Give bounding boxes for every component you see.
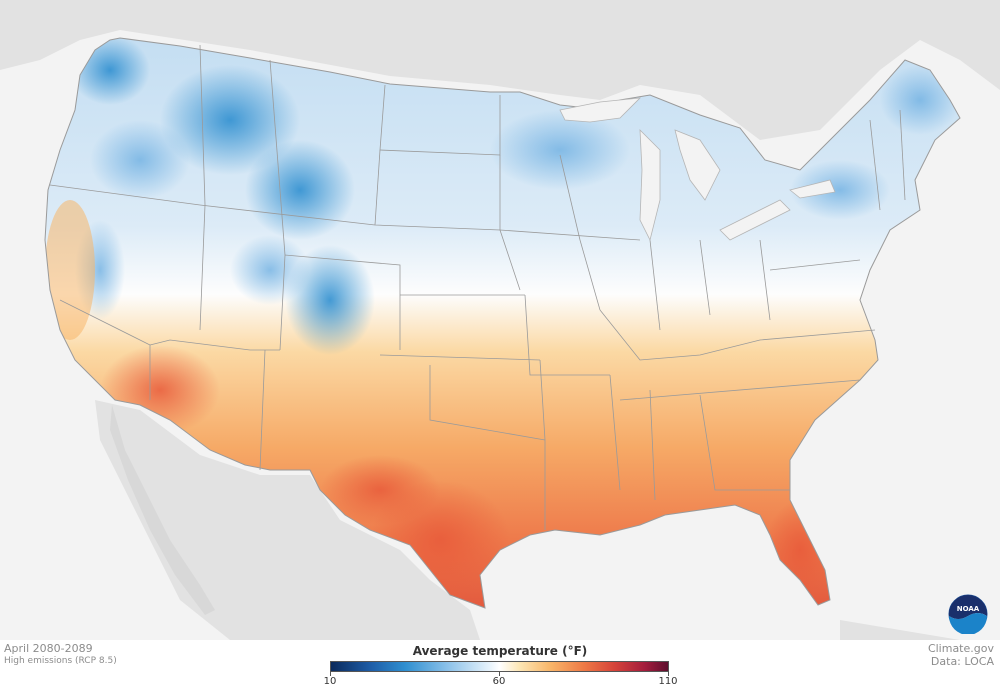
temperature-anomaly-layers: [45, 38, 960, 600]
credit-data: Data: LOCA: [930, 655, 994, 668]
legend-tick-label-min: 10: [323, 676, 337, 687]
map-area: [0, 0, 1000, 640]
noaa-logo-text: NOAA: [957, 605, 980, 613]
legend-tick-label-mid: 60: [492, 676, 506, 687]
time-period-label: April 2080-2089: [4, 642, 93, 655]
baja-peninsula: [110, 405, 215, 615]
scenario-label: High emissions (RCP 8.5): [4, 656, 117, 666]
legend-tick-label-max: 110: [658, 676, 678, 687]
noaa-logo-icon: NOAA: [948, 594, 988, 635]
legend-tick-mid: [499, 672, 500, 676]
legend-colorbar: [330, 661, 669, 672]
great-lakes: [559, 97, 836, 242]
legend-tick-max: [668, 672, 669, 676]
canada-landmass: [0, 0, 1000, 140]
cuba-landmass: [840, 620, 960, 640]
legend-title: Average temperature (°F): [412, 644, 588, 658]
legend-tick-min: [330, 672, 331, 676]
state-boundaries: [49, 44, 906, 530]
temperature-map: [0, 0, 1000, 640]
credit-source: Climate.gov: [927, 642, 994, 655]
